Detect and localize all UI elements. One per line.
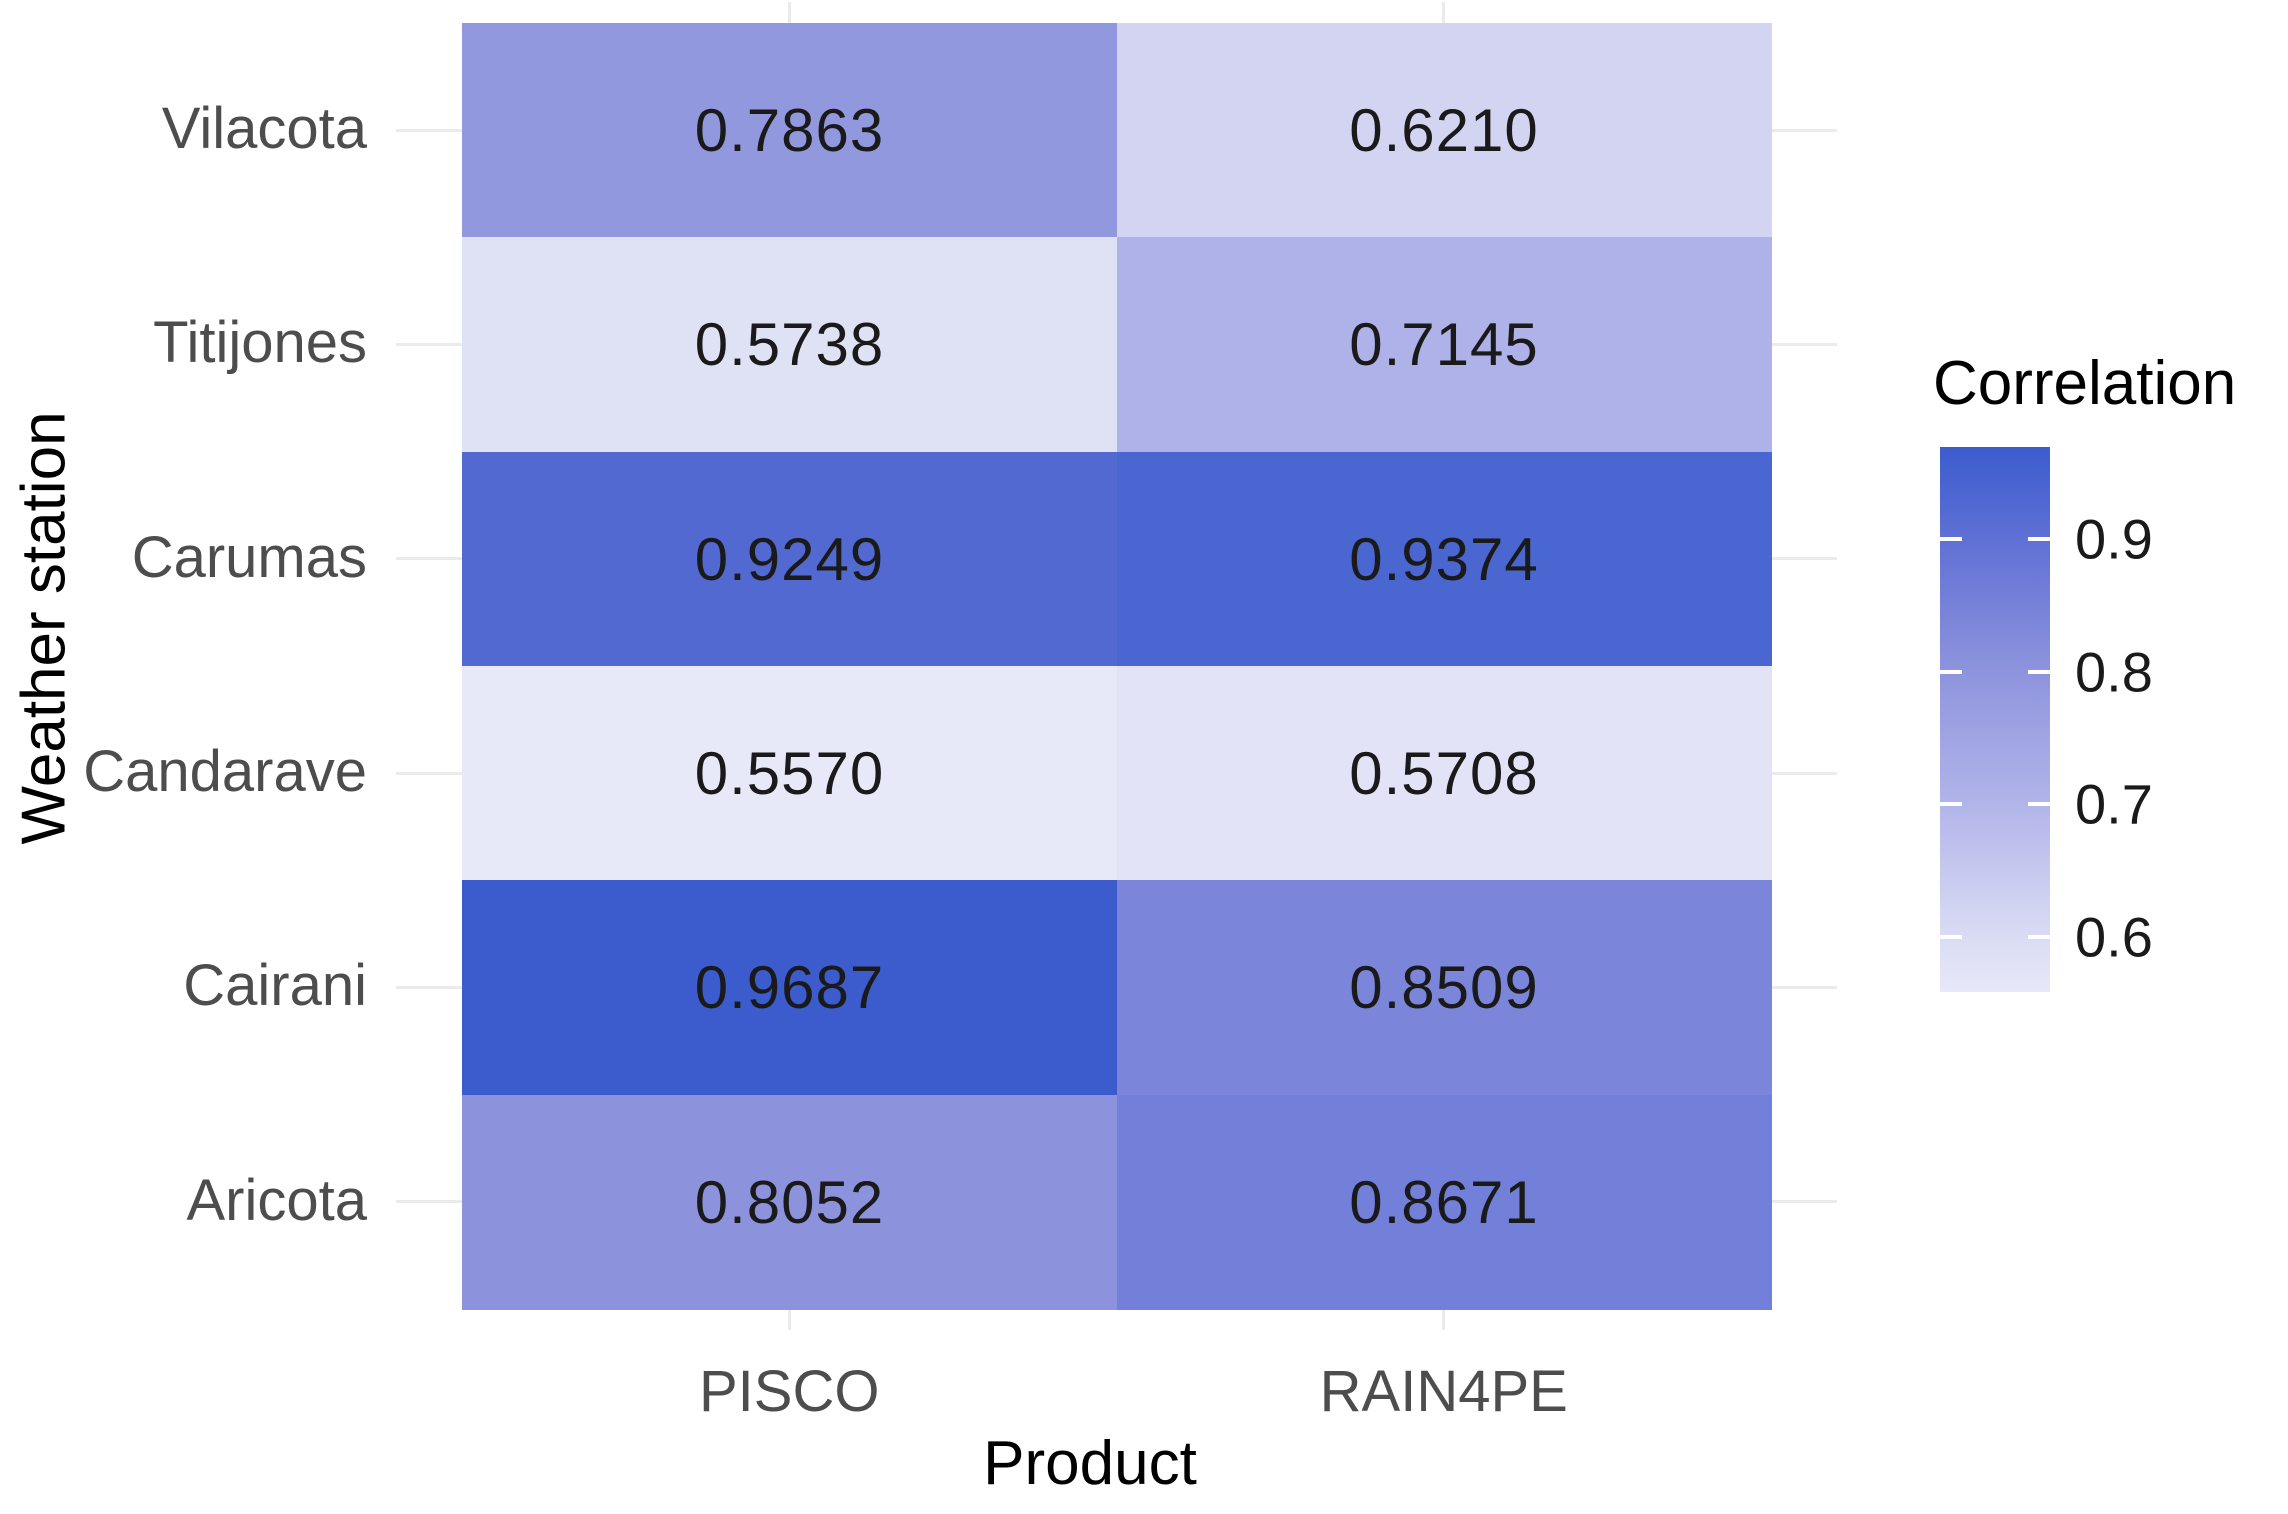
cell-value-label: 0.6210 xyxy=(1349,97,1539,164)
heatmap-cell: 0.5708 xyxy=(1116,665,1772,881)
legend-colorbar xyxy=(1940,447,2050,992)
cell-value-label: 0.7145 xyxy=(1349,311,1539,379)
legend-tick-left xyxy=(1940,669,1962,674)
x-axis-title: Product xyxy=(983,1429,1197,1498)
legend-title: Correlation xyxy=(1933,349,2237,418)
y-tick-label-titijones: Titijones xyxy=(153,310,367,376)
heatmap-cell: 0.8509 xyxy=(1116,880,1772,1096)
y-tick-label-aricota: Aricota xyxy=(186,1167,367,1233)
heatmap-cell: 0.7145 xyxy=(1116,237,1772,453)
y-tick-label-cairani: Cairani xyxy=(183,953,367,1019)
cell-value-label: 0.8052 xyxy=(694,1168,885,1236)
heatmap-cell: 0.5570 xyxy=(462,665,1117,881)
heatmap-cell: 0.8052 xyxy=(462,1094,1117,1310)
cell-value-label: 0.7863 xyxy=(694,97,885,164)
legend-tick-left xyxy=(1940,935,1962,940)
cell-value-label: 0.9687 xyxy=(694,954,885,1022)
legend-tick-label-0.6: 0.6 xyxy=(2075,905,2153,969)
legend-tick-label-0.9: 0.9 xyxy=(2075,507,2153,571)
heatmap-cell: 0.9687 xyxy=(462,880,1117,1096)
heatmap-cell: 0.6210 xyxy=(1116,23,1772,238)
legend-tick-right xyxy=(2028,802,2050,807)
cell-value-label: 0.8671 xyxy=(1349,1168,1539,1236)
legend-tick-left xyxy=(1940,802,1962,807)
y-tick-label-carumas: Carumas xyxy=(131,524,367,590)
heatmap-cell: 0.9374 xyxy=(1116,451,1772,667)
cell-value-label: 0.5738 xyxy=(694,311,885,379)
cell-value-label: 0.5708 xyxy=(1349,739,1539,807)
legend-tick-right xyxy=(2028,669,2050,674)
cell-value-label: 0.8509 xyxy=(1349,954,1539,1022)
legend-tick-left xyxy=(1940,536,1962,541)
legend-tick-label-0.8: 0.8 xyxy=(2075,640,2153,704)
x-tick-label-pisco: PISCO xyxy=(699,1359,880,1424)
cell-value-label: 0.9249 xyxy=(694,525,885,593)
heatmap-cell: 0.5738 xyxy=(462,237,1117,453)
legend-tick-right xyxy=(2028,536,2050,541)
y-tick-label-vilacota: Vilacota xyxy=(161,96,367,162)
legend-tick-label-0.7: 0.7 xyxy=(2075,772,2153,836)
x-tick-label-rain4pe: RAIN4PE xyxy=(1319,1359,1568,1424)
legend-tick-right xyxy=(2028,935,2050,940)
heatmap-cell: 0.9249 xyxy=(462,451,1117,667)
heatmap-cell: 0.7863 xyxy=(462,23,1117,238)
y-tick-label-candarave: Candarave xyxy=(83,739,367,805)
cell-value-label: 0.5570 xyxy=(694,739,885,807)
cell-value-label: 0.9374 xyxy=(1349,525,1539,593)
heatmap-cell: 0.8671 xyxy=(1116,1094,1772,1310)
